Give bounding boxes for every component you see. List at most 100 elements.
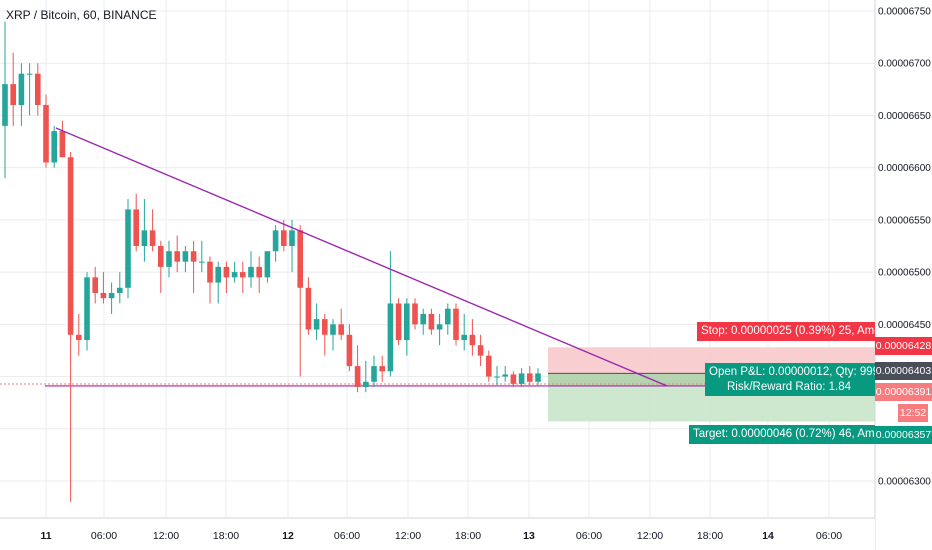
candle-body <box>256 266 262 278</box>
time-tick-label: 18:00 <box>213 530 239 542</box>
candle-body <box>354 366 361 387</box>
time-tick-label: 11 <box>40 530 51 542</box>
candle-body <box>535 373 541 382</box>
candle-body <box>313 319 320 330</box>
price-tick-label: 0.00006550 <box>878 215 931 226</box>
time-tick-label: 18:00 <box>455 530 481 542</box>
candle-body <box>2 84 8 126</box>
candle-body <box>207 261 213 283</box>
candle-body <box>436 324 443 330</box>
candle-body <box>35 73 41 105</box>
candle-body <box>363 381 369 387</box>
candle-body <box>59 131 66 158</box>
price-tick-label: 0.00006450 <box>878 320 931 331</box>
stop-label[interactable]: Stop: 0.00000025 (0.39%) 25, Amount <box>697 322 875 341</box>
candle-body <box>387 303 394 372</box>
candle-body <box>469 334 476 346</box>
stop-price-tag: 0.00006428 <box>875 337 932 355</box>
candle-body <box>84 277 90 340</box>
time-tick-label: 06:00 <box>91 530 117 542</box>
risk-reward-label: Risk/Reward Ratio: 1.84 <box>727 381 851 393</box>
candle-body <box>223 266 230 278</box>
candle-body <box>18 73 25 105</box>
price-tick-label: 0.00006700 <box>878 59 931 70</box>
candle-body <box>108 293 115 299</box>
time-tick-label: 06:00 <box>816 530 842 542</box>
price-tick-label: 0.00006500 <box>878 268 931 279</box>
candle-body <box>322 319 328 335</box>
chart-title: XRP / Bitcoin, 60, BINANCE <box>6 8 157 22</box>
candle-body <box>281 230 287 246</box>
time-tick-label: 12:00 <box>153 530 179 542</box>
candle-body <box>527 373 533 382</box>
candle-body <box>330 324 336 335</box>
candle-body <box>199 261 205 263</box>
pnl-label: Open P&L: 0.00000012, Qty: 999999 <box>709 366 875 378</box>
candle-body <box>10 84 16 105</box>
candle-body <box>297 230 303 288</box>
candle-body <box>133 209 139 246</box>
candle-body <box>182 251 189 262</box>
trendline <box>55 127 668 387</box>
time-tick-label: 06:00 <box>576 530 602 542</box>
candle-body <box>174 251 180 262</box>
candle-body <box>248 266 254 278</box>
candle-body <box>26 73 33 75</box>
target-price-tag: 0.00006357 <box>875 426 932 444</box>
candle-body <box>51 131 57 163</box>
candle-body <box>453 308 459 340</box>
candle-body <box>346 334 353 367</box>
time-tick-label: 12:00 <box>395 530 421 542</box>
time-axis-bg <box>0 518 875 550</box>
candle-body <box>43 105 49 163</box>
target-label[interactable]: Target: 0.00000046 (0.72%) 46, Amount <box>689 425 875 444</box>
time-tick-label: 12:00 <box>637 530 663 542</box>
candle-body <box>420 313 426 325</box>
price-tick-label: 0.00006600 <box>878 163 931 174</box>
price-axis: 0.00006750 0.00006700 0.00006650 0.00006600… <box>874 0 932 550</box>
candle-body <box>141 230 148 246</box>
candle-body <box>305 287 312 330</box>
candle-body <box>502 374 508 377</box>
time-tick-label: 13 <box>523 530 535 542</box>
candle-body <box>117 287 123 293</box>
pnl-box[interactable]: Open P&L: 0.00000012, Qty: 999999 Risk/R… <box>705 363 875 396</box>
time-tick-label: 12 <box>282 530 294 542</box>
candle-body <box>461 334 467 340</box>
time-axis: 11 06:00 12:00 18:00 12 06:00 12:00 18:00 13 06:0… <box>0 517 875 550</box>
candle-body <box>166 251 172 267</box>
time-tick-label: 18:00 <box>697 530 723 542</box>
candle-body <box>395 303 402 340</box>
candle-body <box>379 366 385 372</box>
candle-body <box>371 366 377 382</box>
candle-body <box>518 373 525 384</box>
candle-body <box>445 308 451 325</box>
candle-body <box>412 303 418 325</box>
candle-body <box>477 345 484 356</box>
price-tick-label: 0.00006300 <box>878 477 931 488</box>
candle-body <box>190 251 197 262</box>
candle-body <box>158 246 164 267</box>
candle-body <box>272 230 279 252</box>
candle-body <box>404 303 410 340</box>
candle-body <box>149 230 156 246</box>
candle-body <box>92 277 98 293</box>
candles <box>2 21 541 502</box>
candle-body <box>231 272 238 278</box>
candle-body <box>338 324 344 335</box>
time-tick-label: 14 <box>762 530 774 542</box>
time-tick-label: 06:00 <box>334 530 360 542</box>
candle-body <box>510 374 517 384</box>
price-axis-bg <box>875 0 932 550</box>
price-tick-label: 0.00006750 <box>878 7 931 18</box>
price-tick-label: 0.00006650 <box>878 111 931 122</box>
candle-body <box>240 272 246 278</box>
candle-body <box>289 230 295 246</box>
candle-body <box>76 334 82 340</box>
candle-body <box>428 313 435 330</box>
trendline-line <box>55 127 668 387</box>
entry-price-tag: 0.00006391 <box>875 383 932 401</box>
candle-body <box>215 266 221 283</box>
candle-body <box>67 157 74 335</box>
